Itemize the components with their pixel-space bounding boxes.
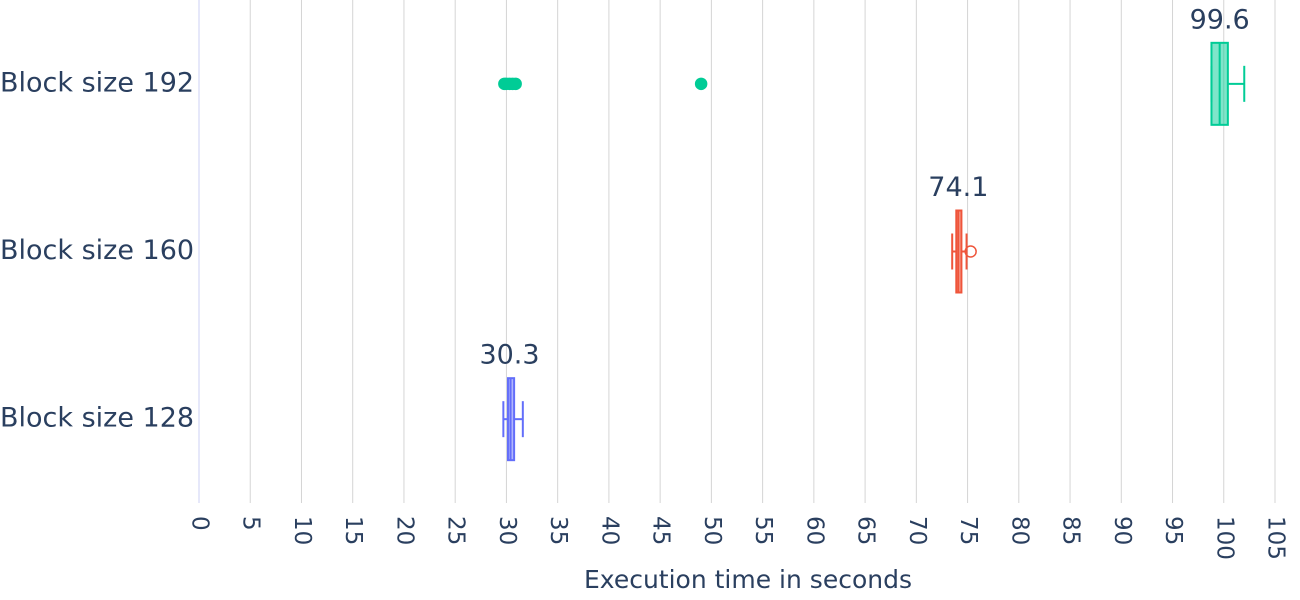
x-tick-label: 15 <box>340 516 366 545</box>
x-tick-label: 65 <box>853 516 879 545</box>
x-tick-label: 90 <box>1109 516 1135 545</box>
x-tick-label: 85 <box>1058 516 1084 545</box>
x-tick-label: 70 <box>904 516 930 545</box>
x-tick-label: 50 <box>699 516 725 545</box>
outlier <box>694 77 708 91</box>
x-tick-label: 25 <box>443 516 469 545</box>
annotation: 30.3 <box>479 340 539 371</box>
x-tick-label: 105 <box>1263 516 1289 560</box>
x-tick-label: 55 <box>750 516 776 545</box>
x-tick-label: 80 <box>1006 516 1032 545</box>
outlier <box>964 245 977 258</box>
category-label: Block size 160 <box>0 235 194 266</box>
category-label: Block size 192 <box>0 67 194 98</box>
x-tick-label: 10 <box>289 516 315 545</box>
outlier <box>509 77 522 91</box>
x-tick-label: 30 <box>494 516 520 545</box>
x-tick-label: 60 <box>801 516 827 545</box>
x-tick-label: 40 <box>596 516 622 545</box>
x-tick-label: 45 <box>648 516 674 545</box>
x-tick-label: 20 <box>391 516 417 545</box>
x-tick-label: 75 <box>955 516 981 545</box>
x-axis-title: Execution time in seconds <box>584 565 912 594</box>
x-tick-label: 5 <box>238 516 264 531</box>
category-label: Block size 128 <box>0 403 194 434</box>
x-tick-label: 0 <box>187 516 213 531</box>
x-tick-label: 95 <box>1160 516 1186 545</box>
x-tick-label: 35 <box>545 516 571 545</box>
annotation: 99.6 <box>1190 4 1250 35</box>
x-tick-label: 100 <box>1211 516 1237 560</box>
annotation: 74.1 <box>928 172 988 203</box>
